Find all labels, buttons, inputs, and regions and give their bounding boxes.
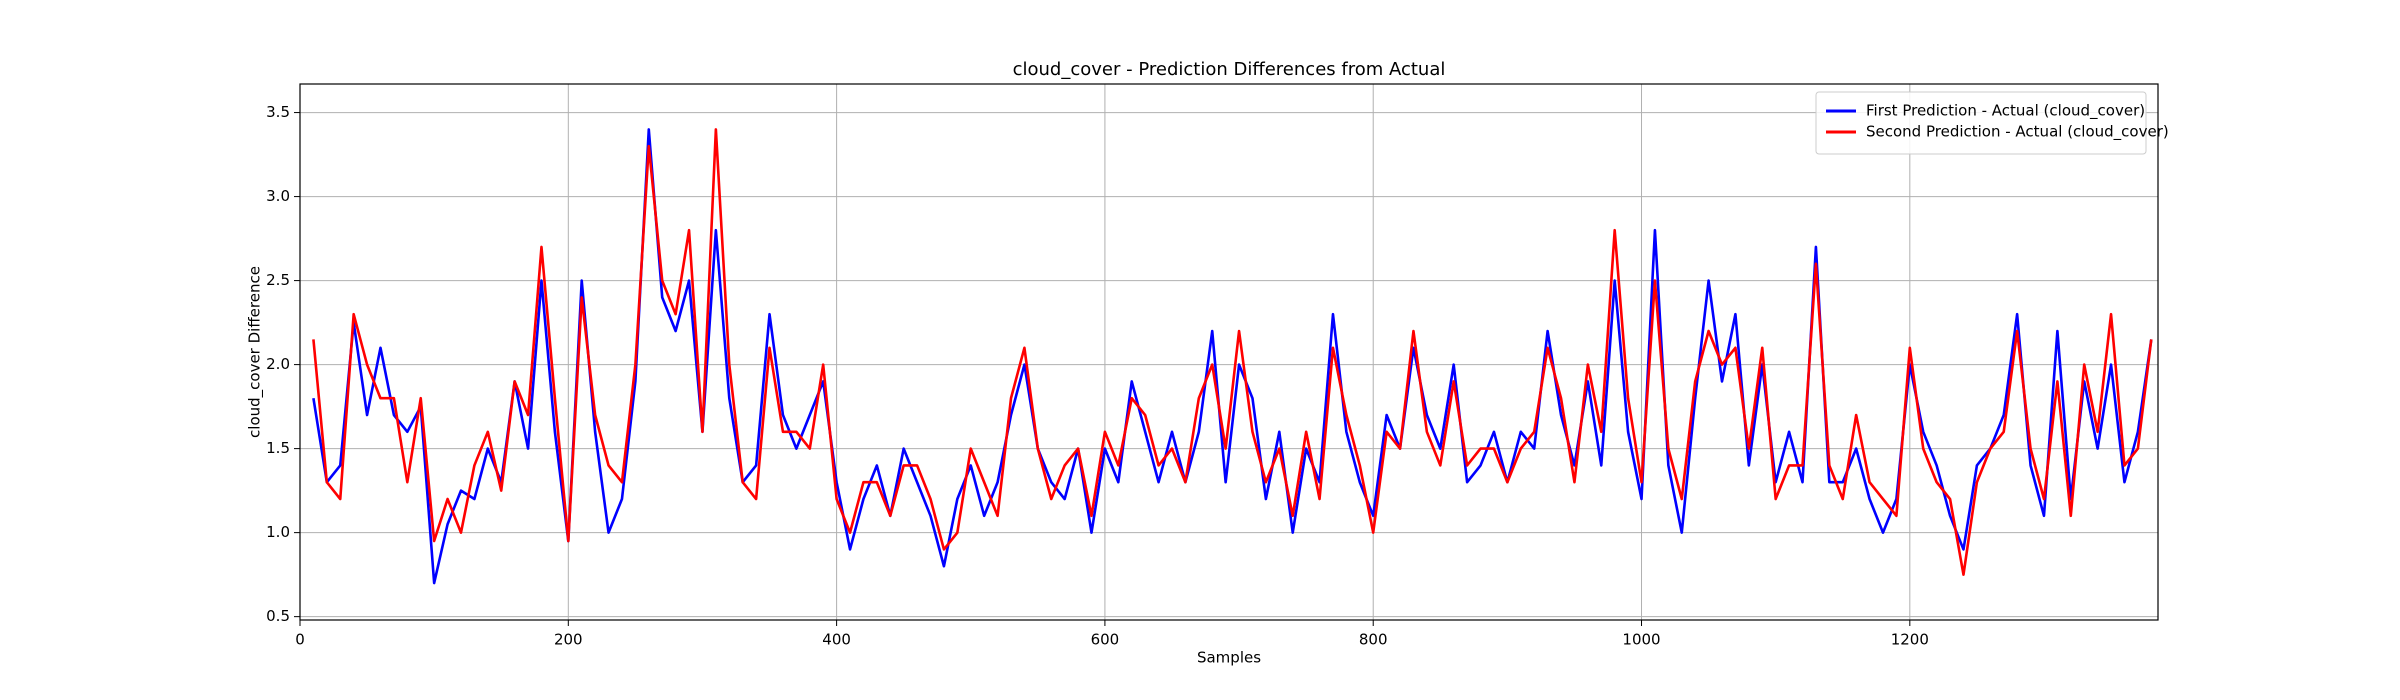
legend-box	[1815, 91, 2147, 155]
y-tick-label: 0.5	[266, 607, 290, 625]
x-tick-label: 400	[822, 631, 851, 649]
x-tick-label: 800	[1359, 631, 1388, 649]
legend-label: Second Prediction - Actual (cloud_cover)	[1866, 123, 2169, 142]
y-tick-label: 3.5	[266, 103, 290, 121]
y-tick-label: 1.5	[266, 439, 290, 457]
chart-title: cloud_cover - Prediction Differences fro…	[1013, 59, 1446, 80]
y-axis-label: cloud_cover Difference	[246, 266, 265, 438]
plot-frame	[299, 83, 2159, 621]
legend: First Prediction - Actual (cloud_cover) S…	[1815, 91, 2169, 155]
x-axis-label: Samples	[1197, 649, 1261, 667]
legend-label: First Prediction - Actual (cloud_cover)	[1866, 102, 2145, 121]
y-tick-label: 2.0	[266, 355, 290, 373]
x-tick-label: 1200	[1891, 631, 1929, 649]
x-tick-label: 0	[295, 631, 305, 649]
data-line	[312, 128, 2153, 585]
y-tick-label: 2.5	[266, 271, 290, 289]
x-tick-label: 1000	[1622, 631, 1660, 649]
y-tick-label: 3.0	[266, 187, 290, 205]
data-line	[312, 128, 2153, 576]
y-tick-label: 1.0	[266, 523, 290, 541]
x-tick-label: 600	[1091, 631, 1120, 649]
x-tick-label: 200	[554, 631, 583, 649]
